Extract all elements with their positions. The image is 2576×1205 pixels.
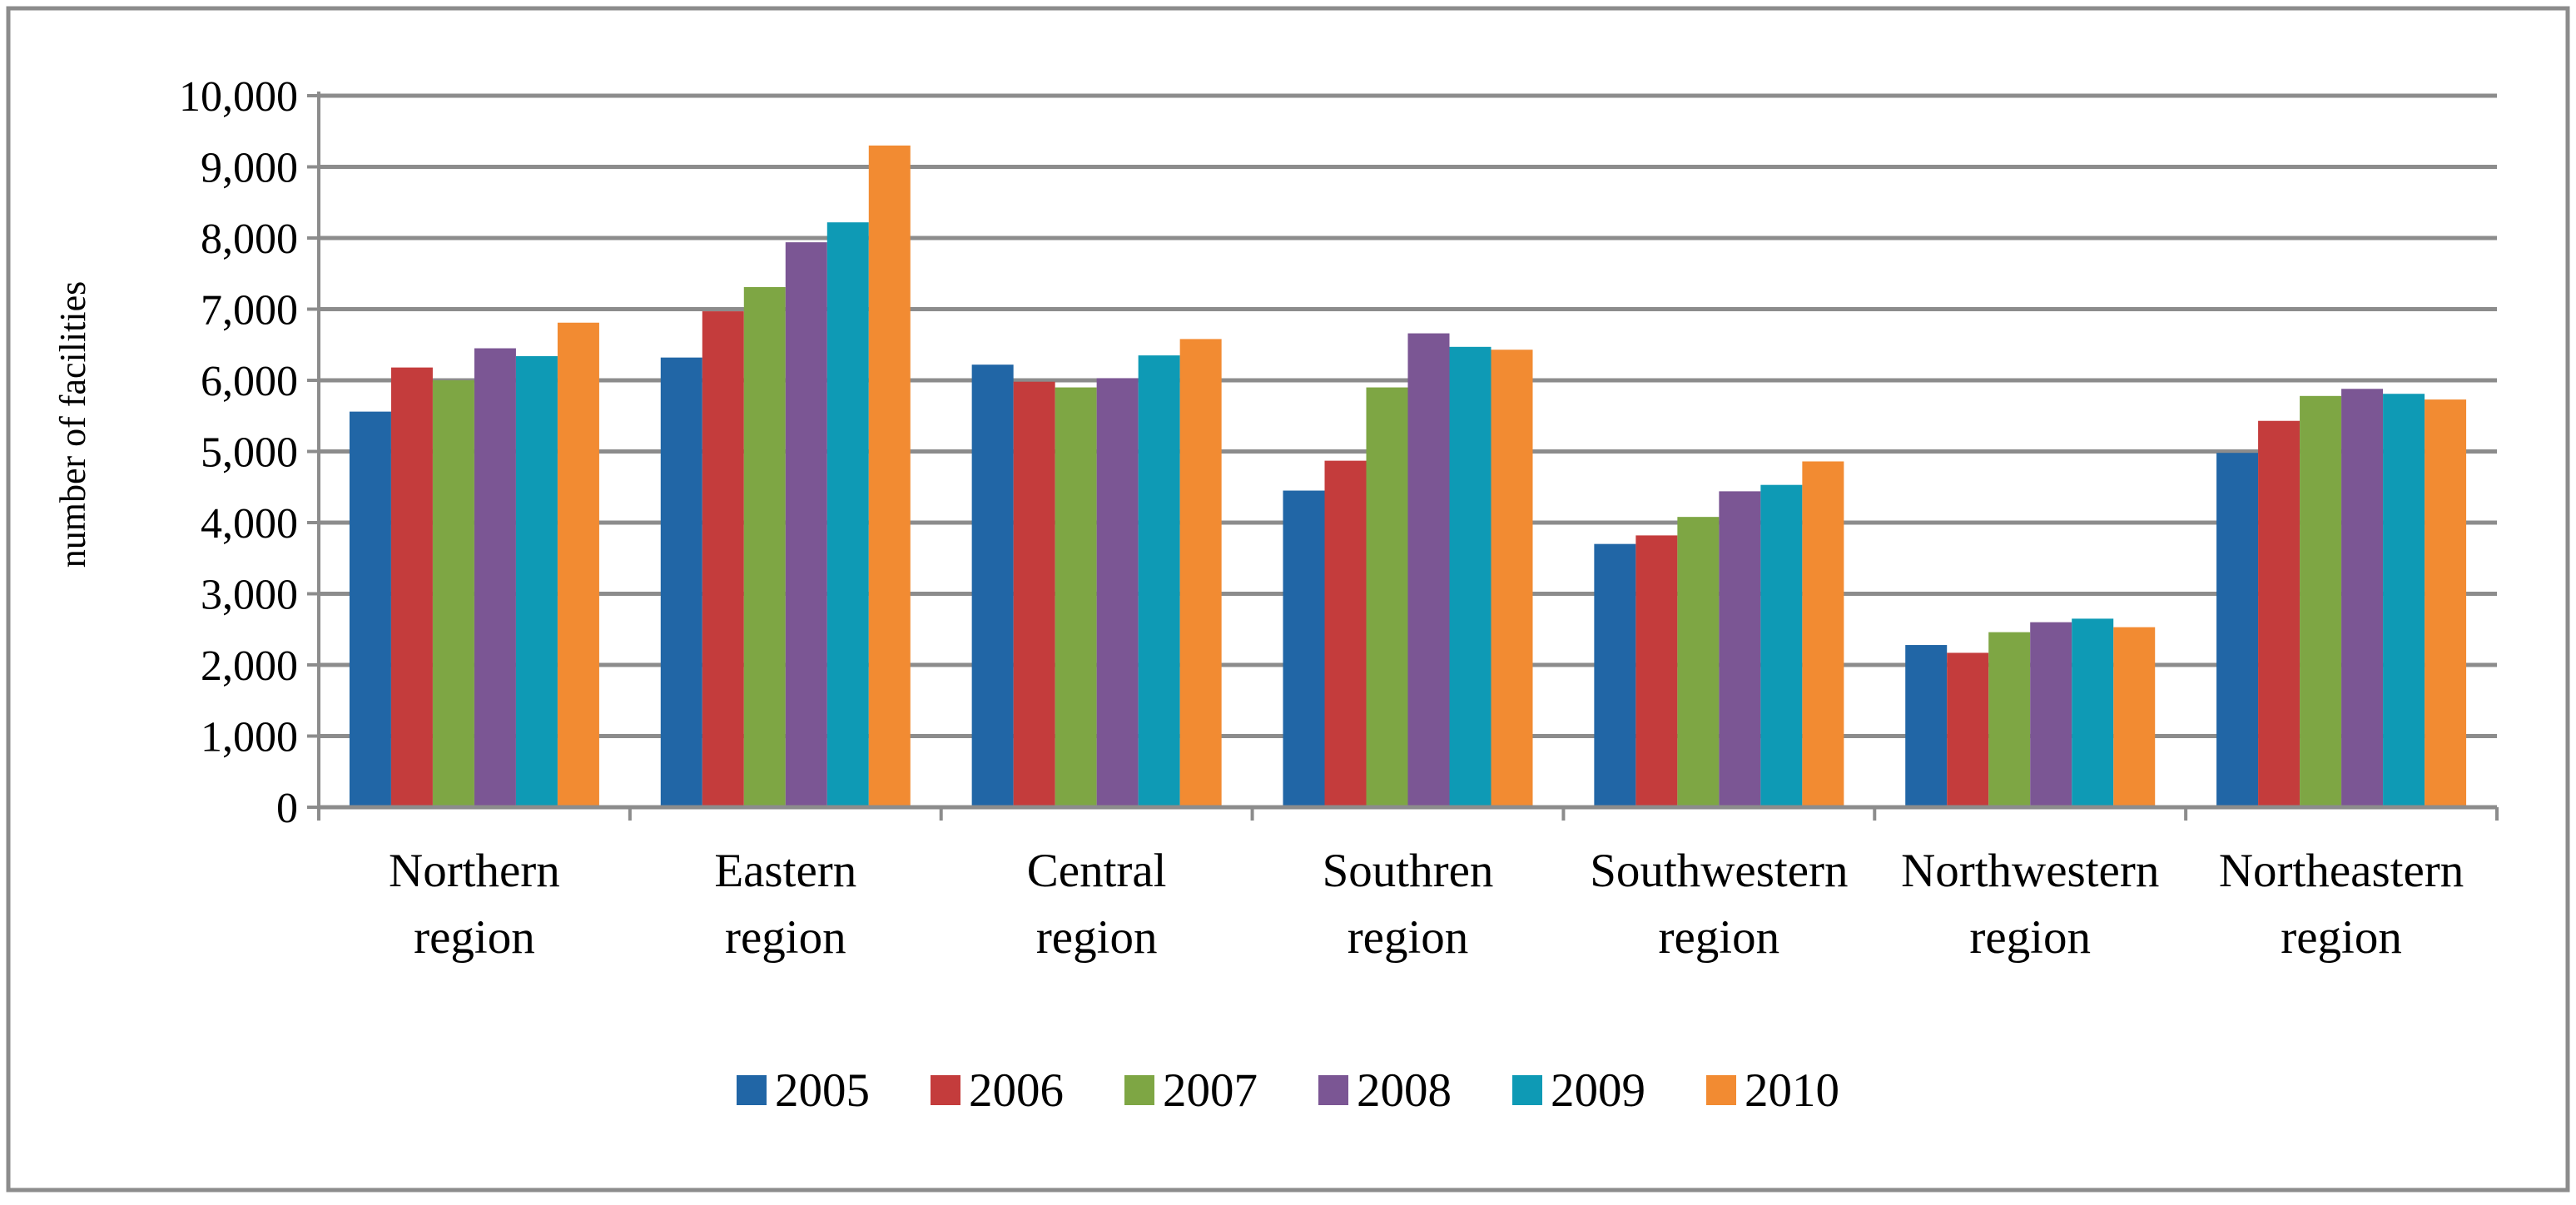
y-tick-label: 6,000	[201, 358, 298, 405]
bar-2009-northern	[515, 355, 558, 807]
legend-swatch-2010	[1706, 1075, 1736, 1105]
bar-2008-northwestern	[2030, 622, 2072, 807]
x-category-label: region	[414, 911, 535, 964]
bar-2007-southren	[1366, 387, 1408, 807]
bar-2009-northeastern	[2383, 394, 2425, 807]
legend-swatch-2007	[1124, 1075, 1154, 1105]
bar-2007-eastern	[743, 286, 786, 807]
bar-2009-eastern	[826, 222, 869, 807]
y-tick-label: 8,000	[201, 216, 298, 263]
bar-2010-southwestern	[1802, 461, 1844, 807]
x-category-label: region	[1348, 911, 1469, 964]
y-tick-label: 4,000	[201, 500, 298, 548]
legend-label-2007: 2007	[1163, 1064, 1258, 1117]
y-tick-label: 1,000	[201, 714, 298, 761]
legend-swatch-2009	[1512, 1075, 1542, 1105]
x-category-label: region	[1659, 911, 1780, 964]
bar-2010-northern	[557, 322, 599, 807]
x-category-label: region	[2281, 911, 2402, 964]
bar-2008-eastern	[785, 242, 827, 807]
y-tick-label: 5,000	[201, 429, 298, 477]
legend-label-2006: 2006	[969, 1064, 1064, 1117]
bar-2009-central	[1138, 355, 1180, 807]
bar-2009-southren	[1449, 346, 1491, 807]
x-category-label: Northwestern	[1901, 845, 2159, 897]
bar-2007-northern	[432, 380, 474, 807]
x-category-label: Eastern	[714, 845, 856, 897]
bar-2008-southren	[1407, 333, 1450, 807]
y-tick-label: 3,000	[201, 572, 298, 619]
legend-label-2005: 2005	[775, 1064, 870, 1117]
legend-label-2009: 2009	[1551, 1064, 1645, 1117]
bar-2006-southwestern	[1635, 535, 1678, 807]
bar-2006-eastern	[702, 311, 744, 807]
x-category-label: region	[725, 911, 846, 964]
y-tick-label: 0	[276, 785, 298, 832]
bar-2005-eastern	[660, 357, 702, 807]
legend-swatch-2005	[737, 1075, 767, 1105]
bar-2006-northern	[390, 367, 433, 807]
legend-label-2008: 2008	[1357, 1064, 1452, 1117]
bar-2007-central	[1055, 387, 1097, 807]
bars	[349, 145, 2467, 808]
x-category-labels: Northern region Eastern region Central region…	[389, 845, 2464, 964]
legend-swatch-2006	[931, 1075, 960, 1105]
bar-2008-central	[1096, 378, 1139, 807]
bar-2006-northwestern	[1947, 652, 1989, 807]
bar-2006-southren	[1324, 460, 1367, 807]
bar-2005-southwestern	[1594, 543, 1636, 807]
x-category-label: Northern	[389, 845, 560, 897]
x-category-label: Northeastern	[2219, 845, 2464, 897]
bar-2005-central	[971, 364, 1014, 807]
bar-2007-northwestern	[1988, 632, 2031, 807]
x-category-label: Southren	[1323, 845, 1494, 897]
legend-label-2010: 2010	[1745, 1064, 1839, 1117]
y-axis-title: number of facilities	[52, 281, 93, 568]
x-category-label: region	[1036, 911, 1158, 964]
legend: 2005 2006 2007 2008 2009 2010	[737, 1064, 1839, 1117]
bar-2010-southren	[1491, 350, 1533, 807]
y-tick-label: 9,000	[201, 145, 298, 192]
bar-2010-central	[1179, 339, 1222, 807]
bar-2009-northwestern	[2072, 618, 2114, 807]
x-category-label: region	[1969, 911, 2091, 964]
bar-2008-southwestern	[1719, 491, 1761, 807]
bar-2009-southwestern	[1760, 484, 1803, 807]
bar-2005-southren	[1283, 490, 1325, 807]
bar-2010-northeastern	[2425, 399, 2467, 807]
bar-2006-northeastern	[2258, 420, 2301, 807]
bar-2005-northwestern	[1905, 645, 1948, 807]
bar-2010-eastern	[868, 145, 911, 808]
axes	[307, 92, 2499, 821]
y-tick-label: 7,000	[201, 287, 298, 335]
y-tick-label: 10,000	[179, 73, 298, 121]
x-category-label: Southwestern	[1590, 845, 1848, 897]
y-tick-labels: 0 1,000 2,000 3,000 4,000 5,000 6,000 7,000 8,00…	[179, 73, 298, 832]
bar-2007-southwestern	[1677, 517, 1720, 807]
legend-swatch-2008	[1318, 1075, 1348, 1105]
bar-2005-northern	[349, 411, 391, 807]
bar-2006-central	[1013, 381, 1055, 807]
y-tick-label: 2,000	[201, 642, 298, 690]
bar-2008-northern	[474, 348, 516, 807]
bar-2005-northeastern	[2216, 453, 2259, 807]
bar-2010-northwestern	[2113, 627, 2156, 807]
x-category-label: Central	[1027, 845, 1167, 897]
bar-2007-northeastern	[2300, 395, 2342, 807]
bar-2008-northeastern	[2341, 389, 2384, 807]
